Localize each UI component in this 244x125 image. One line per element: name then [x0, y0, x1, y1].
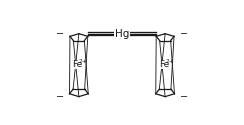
Text: Fe: Fe: [72, 60, 83, 69]
Text: −: −: [56, 29, 64, 39]
Text: −: −: [180, 92, 188, 102]
Text: Hg: Hg: [115, 29, 129, 39]
Text: 2+: 2+: [165, 59, 174, 64]
Text: −: −: [56, 92, 64, 102]
Text: Fe: Fe: [159, 60, 169, 69]
Text: 2+: 2+: [79, 59, 88, 64]
Text: −: −: [180, 29, 188, 39]
